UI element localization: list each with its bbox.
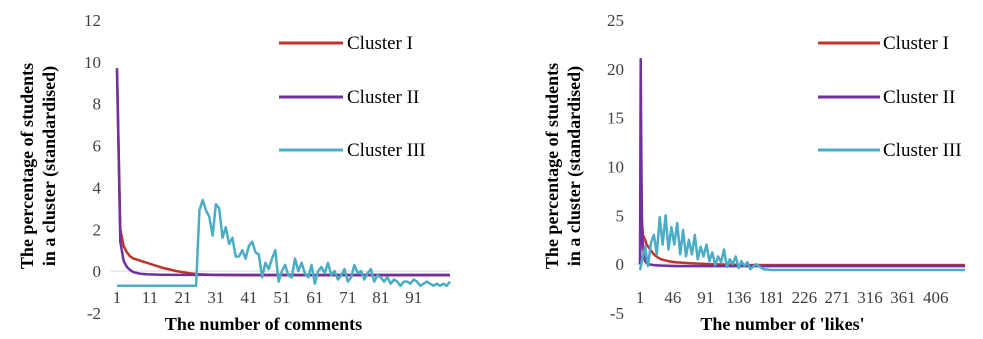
x-tick-label: 226	[792, 288, 818, 307]
x-tick-label: 1	[113, 288, 122, 307]
x-tick-label: 181	[759, 288, 785, 307]
y-tick-label: -2	[87, 304, 101, 323]
x-tick-label: 316	[857, 288, 883, 307]
x-tick-label: 91	[405, 288, 422, 307]
x-tick-label: 11	[142, 288, 158, 307]
y-tick-label: -5	[610, 304, 624, 323]
x-tick-label: 61	[306, 288, 323, 307]
series-line-3	[117, 198, 451, 288]
x-tick-label: 81	[372, 288, 389, 307]
x-tick-label: 31	[207, 288, 224, 307]
y-tick-label: 8	[93, 95, 102, 114]
x-tick-label: 271	[824, 288, 850, 307]
x-tick-label: 41	[240, 288, 257, 307]
y-tick-label: 10	[84, 53, 101, 72]
x-tick-label: 1	[636, 288, 645, 307]
legend-label: Cluster II	[883, 87, 955, 108]
legend-label: Cluster I	[347, 33, 413, 54]
legend-label: Cluster III	[347, 140, 426, 161]
y-axis-title-line: in a cluster (standardised)	[39, 66, 60, 266]
x-tick-label: 136	[726, 288, 752, 307]
y-tick-label: 6	[93, 137, 102, 156]
y-tick-label: 20	[607, 60, 624, 79]
y-tick-label: 10	[607, 158, 624, 177]
x-tick-label: 46	[664, 288, 681, 307]
y-axis-title-line: The percentage of students	[17, 63, 37, 269]
legend-label: Cluster III	[883, 140, 962, 161]
y-tick-label: 5	[616, 206, 625, 225]
y-tick-label: 0	[616, 255, 625, 274]
x-tick-label: 361	[890, 288, 916, 307]
series-line-1	[638, 214, 965, 267]
chart-2: -5 0 5 10 15 20 25 1 46 91 136 181 226 271 316 361 406 Cl…	[542, 11, 965, 334]
y-axis-title-line: in a cluster (standardised)	[564, 66, 585, 266]
legend-label: Cluster I	[883, 33, 949, 54]
x-tick-label: 406	[923, 288, 949, 307]
y-tick-label: 2	[93, 220, 102, 239]
y-tick-label: 12	[84, 11, 101, 30]
x-tick-label: 71	[339, 288, 356, 307]
y-tick-label: 4	[93, 178, 102, 197]
x-axis-title: The number of 'likes'	[700, 314, 864, 334]
x-tick-label: 21	[174, 288, 191, 307]
x-tick-label: 51	[273, 288, 290, 307]
legend-label: Cluster II	[347, 87, 419, 108]
y-tick-label: 0	[93, 262, 102, 281]
x-axis-title: The number of comments	[165, 314, 362, 334]
series-line-3	[638, 214, 965, 272]
x-tick-label: 91	[697, 288, 714, 307]
series-line-2	[115, 68, 450, 277]
y-axis-title-line: The percentage of students	[542, 63, 562, 269]
y-tick-label: 25	[607, 11, 624, 30]
y-tick-label: 15	[607, 109, 624, 128]
